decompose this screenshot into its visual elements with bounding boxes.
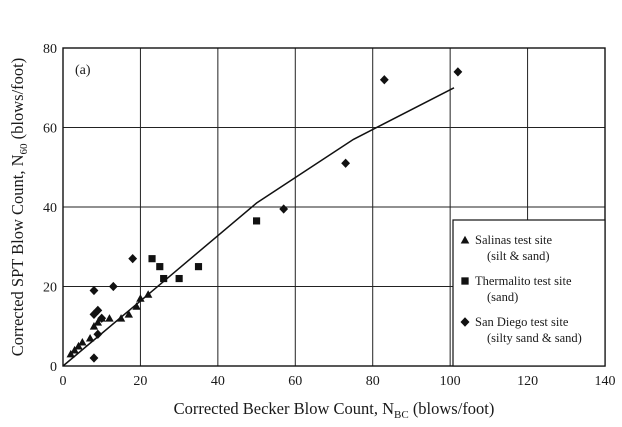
y-tick-label-3: 60 (43, 122, 57, 137)
triangle-marker-0-2 (74, 341, 83, 350)
chart-grid (62, 47, 606, 367)
diamond-marker-2-4 (93, 305, 103, 315)
legend-label-1: Thermalito test site (475, 274, 572, 288)
diamond-marker-2-1 (89, 285, 99, 296)
legend-note-0: (silt & sand) (487, 249, 550, 263)
fit-line-group (62, 87, 455, 367)
x-tick-label-4: 80 (366, 374, 380, 389)
legend-diamond-icon (460, 317, 470, 327)
tick-labels: 0 20 40 60 80 100 120 140 0 20 40 60 80 (43, 42, 616, 389)
triangle-marker-0-6 (93, 318, 103, 326)
y-tick-label-1: 20 (43, 281, 57, 296)
legend-box (452, 219, 606, 367)
diamond-marker-2-0 (89, 353, 99, 363)
square-marker-1-0 (148, 255, 156, 263)
x-tick-label-0: 0 (60, 374, 67, 389)
legend-note-2: (silty sand & sand) (487, 331, 582, 345)
y-axis-title-main: Corrected SPT Blow Count, N (8, 154, 27, 356)
triangle-marker-0-13 (143, 290, 153, 298)
y-axis-title-unit: (blows/foot) (8, 58, 27, 144)
diamond-marker-2-11 (453, 67, 463, 77)
square-marker-1-4 (194, 263, 203, 271)
diamond-marker-2-8 (279, 204, 289, 214)
x-tick-label-7: 140 (595, 374, 616, 389)
data-markers (66, 67, 463, 363)
x-axis-title-unit: (blows/foot) (409, 399, 495, 418)
square-marker-1-3 (175, 274, 183, 283)
x-tick-label-6: 120 (517, 374, 538, 389)
y-axis-title-sub: 60 (18, 143, 30, 155)
triangle-marker-0-0 (66, 349, 75, 358)
x-tick-label-3: 60 (288, 374, 302, 389)
triangle-marker-0-1 (70, 345, 79, 354)
triangle-marker-0-4 (85, 333, 95, 342)
triangle-marker-0-3 (78, 337, 87, 346)
fit-line (62, 87, 455, 367)
diamond-marker-2-5 (97, 313, 107, 323)
diamond-marker-2-9 (341, 158, 351, 168)
diamond-marker-2-7 (128, 254, 138, 264)
x-axis-title: Corrected Becker Blow Count, NBC (blows/… (174, 399, 495, 421)
square-marker-1-5 (253, 217, 261, 225)
legend-square-icon (461, 277, 469, 285)
diamond-marker-2-10 (379, 75, 389, 85)
legend-label-2: San Diego test site (475, 315, 569, 329)
diamond-marker-2-3 (93, 329, 103, 339)
panel-label: (a) (75, 63, 91, 78)
diamond-marker-2-6 (108, 281, 118, 292)
triangle-marker-0-11 (132, 302, 141, 310)
x-axis-title-main: Corrected Becker Blow Count, N (174, 399, 394, 418)
y-tick-label-2: 40 (43, 201, 57, 216)
y-axis-title: Corrected SPT Blow Count, N60 (blows/foo… (8, 58, 30, 357)
triangle-marker-0-10 (124, 310, 134, 318)
x-tick-label-1: 20 (133, 374, 147, 389)
x-tick-label-5: 100 (440, 374, 461, 389)
square-marker-1-1 (156, 263, 164, 271)
legend-note-1: (sand) (487, 290, 518, 304)
triangle-marker-0-8 (105, 314, 114, 322)
legend-triangle-icon (460, 235, 470, 244)
x-axis-title-sub: BC (394, 409, 409, 421)
y-tick-label-4: 80 (43, 42, 57, 57)
legend-label-0: Salinas test site (475, 233, 553, 247)
legend: Salinas test site (silt & sand) Thermalito… (452, 219, 606, 367)
y-tick-label-0: 0 (50, 360, 57, 375)
diamond-marker-2-2 (89, 309, 99, 319)
square-marker-1-2 (160, 274, 168, 283)
x-tick-label-2: 40 (211, 374, 225, 389)
triangle-marker-0-12 (136, 294, 145, 302)
triangle-marker-0-9 (116, 314, 126, 322)
plot-frame (62, 47, 606, 367)
triangle-marker-0-5 (89, 322, 99, 330)
